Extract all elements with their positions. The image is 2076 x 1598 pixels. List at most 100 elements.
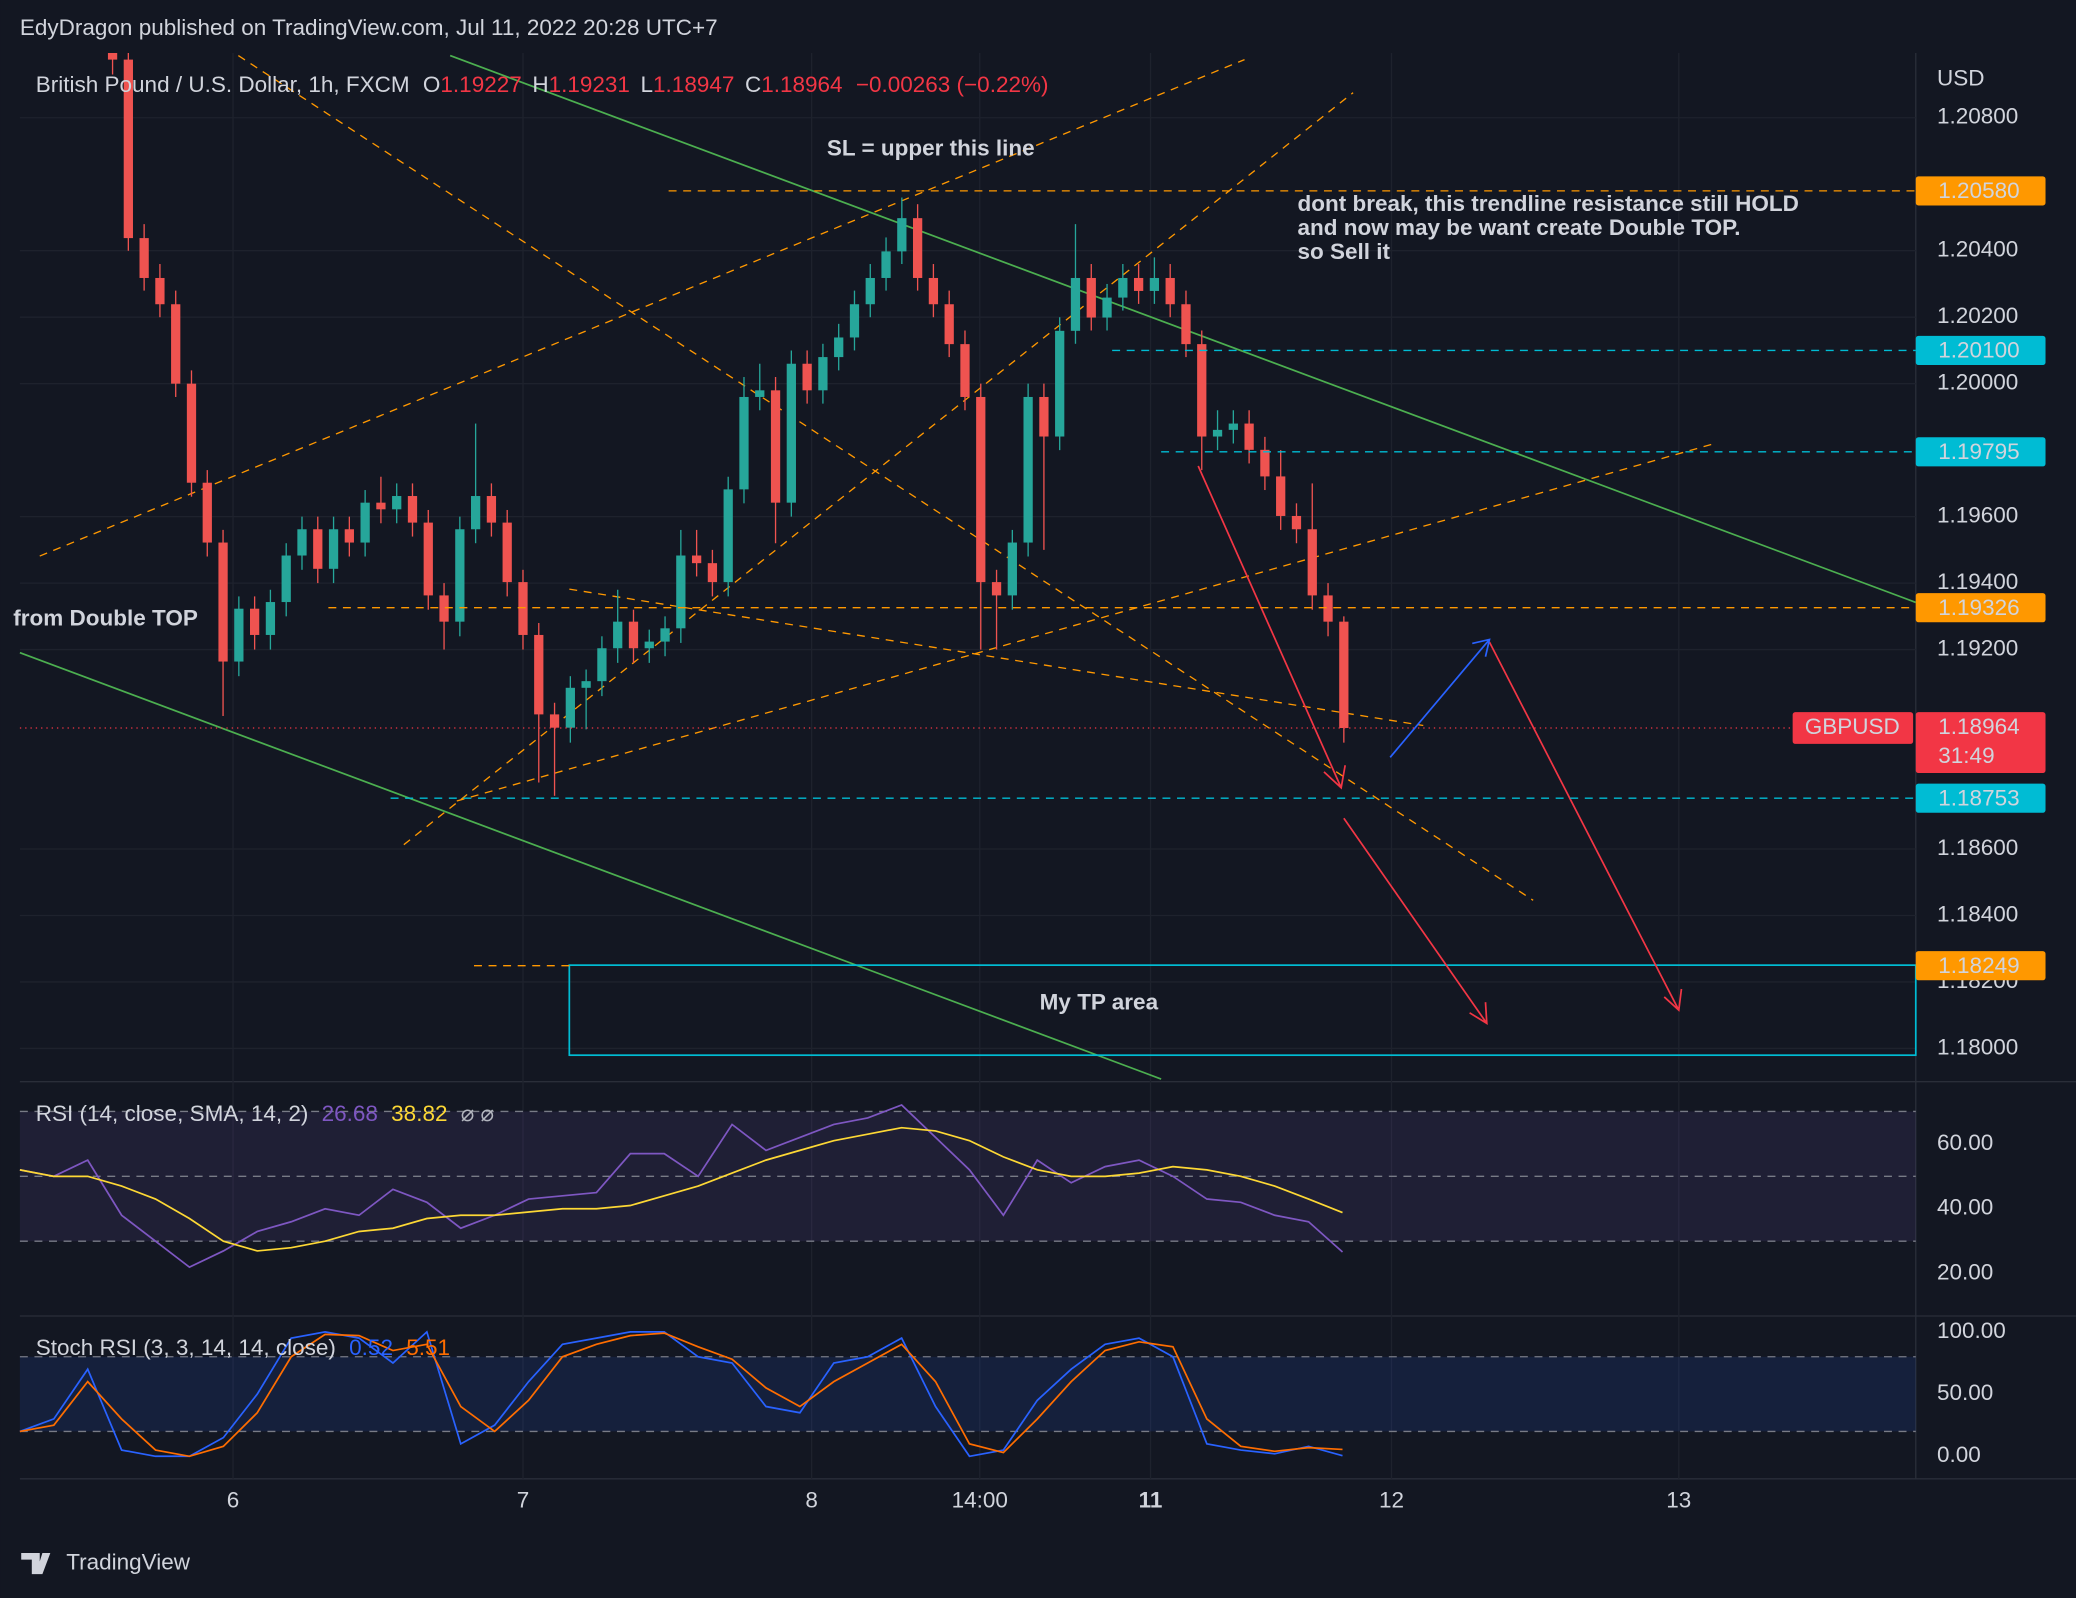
candle-body bbox=[1070, 277, 1081, 331]
y-tick-label: 40.00 bbox=[1937, 1195, 1993, 1220]
indicator-title: RSI (14, close, SMA, 14, 2) bbox=[36, 1101, 309, 1126]
candle-body bbox=[644, 641, 654, 649]
candle-body bbox=[518, 582, 528, 635]
candle-body bbox=[234, 608, 244, 662]
ohlc-value: 1.18964 bbox=[761, 72, 842, 97]
candle-body bbox=[407, 496, 418, 523]
candle-body bbox=[613, 621, 623, 649]
arrow bbox=[1343, 817, 1488, 1026]
candle-body bbox=[502, 522, 512, 583]
candle-body bbox=[534, 634, 544, 715]
candle-body bbox=[1023, 396, 1033, 543]
candle-body bbox=[597, 648, 607, 682]
candle-body bbox=[186, 383, 197, 483]
y-tick-label: 1.20200 bbox=[1937, 303, 2018, 328]
symbol-badge bbox=[1792, 712, 1914, 744]
x-tick-label: 6 bbox=[227, 1487, 240, 1512]
indicator-value: 0.52 bbox=[349, 1335, 393, 1360]
candle-body bbox=[376, 502, 386, 510]
y-tick-label: 1.19600 bbox=[1937, 503, 2018, 528]
x-tick-label: 13 bbox=[1666, 1487, 1691, 1512]
logo-mark bbox=[21, 1552, 51, 1575]
candle-body bbox=[344, 529, 354, 543]
candle-body bbox=[865, 277, 875, 305]
candle-body bbox=[928, 277, 939, 305]
trendline bbox=[19, 651, 1162, 1080]
publisher: EdyDragon published on TradingView.com, … bbox=[20, 15, 718, 40]
candle-body bbox=[392, 496, 402, 510]
candle-body bbox=[1086, 277, 1096, 318]
drawings bbox=[19, 54, 1917, 1080]
candle-body bbox=[313, 529, 323, 569]
candle-body bbox=[707, 563, 718, 583]
candle-body bbox=[470, 496, 481, 530]
candle-body bbox=[1260, 449, 1270, 477]
arrow bbox=[1488, 641, 1683, 1012]
candle-body bbox=[123, 59, 133, 239]
x-tick-label: 8 bbox=[805, 1487, 818, 1512]
level-label: 1.20100 bbox=[1938, 338, 2019, 363]
candle-body bbox=[1102, 297, 1112, 318]
candle-body bbox=[897, 218, 907, 252]
annotation: SL = upper this line bbox=[827, 136, 1035, 161]
level-badge bbox=[1915, 593, 2046, 623]
level-label: 1.19795 bbox=[1938, 439, 2019, 464]
change: −0.00263 (−0.22%) bbox=[856, 72, 1049, 97]
annotation: dont break, this trendline resistance st… bbox=[1297, 191, 1798, 216]
candle-body bbox=[1165, 277, 1175, 305]
labels: 6 7 8 14:00 11 12 13 1.20800 1.20400 1.20200 1.200… bbox=[13, 65, 2046, 1512]
candle-body bbox=[171, 304, 181, 384]
candle-body bbox=[455, 529, 465, 622]
series-line bbox=[19, 1126, 1343, 1252]
candle-body bbox=[107, 52, 118, 60]
candle-body bbox=[486, 496, 497, 523]
annotation: so Sell it bbox=[1297, 239, 1390, 264]
candle-body bbox=[976, 396, 986, 583]
level-label: 1.20580 bbox=[1938, 178, 2019, 203]
candle-body bbox=[565, 687, 575, 728]
candle-body bbox=[628, 621, 639, 649]
candle-body bbox=[218, 542, 228, 662]
y-tick-label: 1.19400 bbox=[1937, 569, 2018, 594]
indicator-legend: Stoch RSI (3, 3, 14, 14, close) 0.52 5.51 bbox=[36, 1335, 450, 1360]
y-tick-label: 1.18400 bbox=[1937, 901, 2018, 926]
ohlc-value: 1.18947 bbox=[653, 72, 734, 97]
candle-body bbox=[281, 555, 291, 603]
candle-body bbox=[660, 628, 670, 642]
y-tick-label: 100.00 bbox=[1937, 1318, 2006, 1343]
candle-body bbox=[423, 522, 433, 596]
x-tick-label: 12 bbox=[1379, 1487, 1404, 1512]
candle-body bbox=[1228, 423, 1238, 430]
x-tick-label: 7 bbox=[517, 1487, 530, 1512]
candle-body bbox=[755, 390, 765, 397]
indicator-legend: RSI (14, close, SMA, 14, 2) 26.68 38.82 ⌀ ⌀ bbox=[36, 1101, 494, 1126]
symbol-label: GBPUSD bbox=[1805, 714, 1900, 739]
candle-body bbox=[1212, 429, 1223, 437]
x-tick-label: 14:00 bbox=[952, 1487, 1008, 1512]
level-label: 1.18249 bbox=[1938, 953, 2019, 978]
candle-body bbox=[849, 304, 860, 338]
level-badge bbox=[1915, 335, 2046, 366]
ohlc-value: 1.19227 bbox=[440, 72, 521, 97]
candle-body bbox=[155, 277, 165, 305]
indicator-value: 38.82 bbox=[391, 1101, 447, 1126]
candle-body bbox=[249, 608, 260, 635]
candle-body bbox=[944, 304, 954, 345]
candle-body bbox=[818, 357, 828, 391]
channel-line bbox=[237, 55, 1534, 901]
candle-body bbox=[1323, 595, 1333, 622]
level-label: 1.18753 bbox=[1938, 785, 2019, 810]
candles bbox=[107, 52, 1349, 796]
ohlc-key: O bbox=[423, 72, 441, 97]
candle-body bbox=[770, 390, 781, 503]
x-tick-label: 11 bbox=[1139, 1487, 1163, 1512]
candle-body bbox=[834, 337, 844, 358]
candle-body bbox=[881, 251, 891, 278]
series-line bbox=[19, 1330, 1343, 1458]
indicator-value: 5.51 bbox=[406, 1335, 450, 1360]
currency: USD bbox=[1937, 65, 1985, 90]
ohlc-key: L bbox=[641, 72, 654, 97]
y-tick-label: 1.20400 bbox=[1937, 237, 2018, 262]
indicator-value: 26.68 bbox=[322, 1101, 378, 1126]
tp-box bbox=[568, 964, 1917, 1057]
